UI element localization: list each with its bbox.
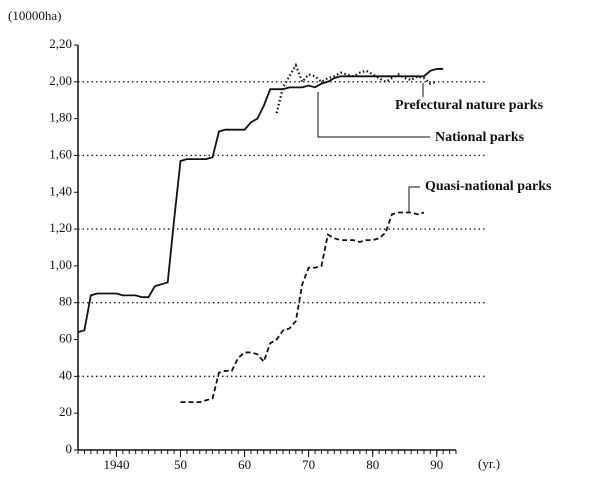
x-tick-label: 90	[430, 457, 443, 472]
leader-line	[317, 92, 430, 138]
y-tick-label: 80	[59, 294, 72, 309]
legend-label: Prefectural nature parks	[395, 98, 544, 113]
y-tick-label: 2,20	[49, 36, 72, 51]
x-tick-label: 60	[238, 457, 251, 472]
y-tick-label: 1,20	[49, 220, 72, 235]
y-tick-label: 0	[66, 441, 73, 456]
legend-label: Quasi-national parks	[425, 179, 552, 194]
y-axis-label: (10000ha)	[8, 8, 61, 23]
y-tick-label: 40	[59, 367, 72, 382]
x-tick-label: 50	[174, 457, 187, 472]
legend-label: National parks	[435, 130, 525, 145]
y-tick-label: 1,40	[49, 183, 72, 198]
series-line	[180, 211, 425, 404]
y-tick-label: 60	[59, 331, 72, 346]
x-tick-label: 80	[366, 457, 379, 472]
x-axis-label: (yr.)	[478, 456, 500, 471]
series-line	[77, 68, 444, 334]
series-line	[275, 62, 438, 114]
y-tick-label: 2,00	[49, 73, 72, 88]
leader-line	[408, 186, 420, 213]
x-tick-label: 1940	[103, 457, 129, 472]
y-tick-label: 20	[59, 404, 72, 419]
y-tick-label: 1,00	[49, 257, 72, 272]
y-tick-label: 1,60	[49, 146, 72, 161]
x-tick-label: 70	[302, 457, 315, 472]
y-tick-label: 1,80	[49, 110, 72, 125]
